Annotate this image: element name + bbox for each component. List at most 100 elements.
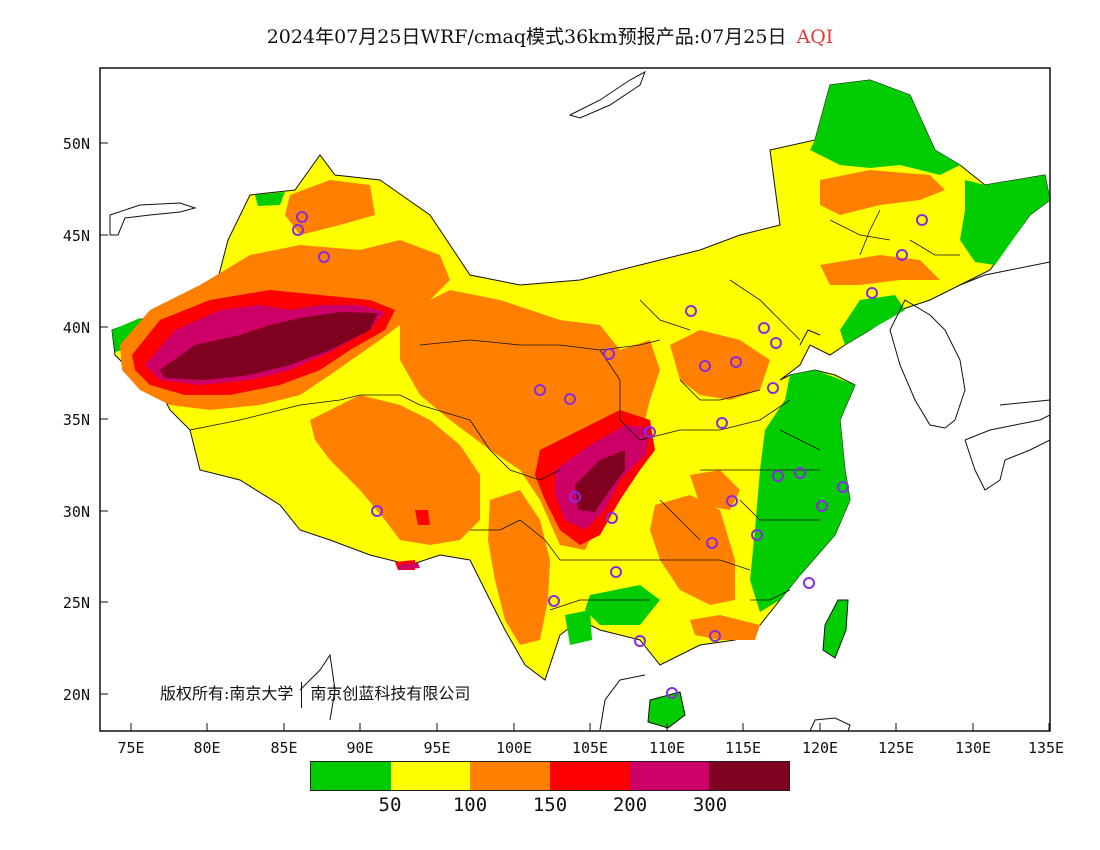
usg-inner-mongolia xyxy=(820,255,940,285)
lat-label: 45N xyxy=(63,227,90,245)
station-marker xyxy=(534,384,546,396)
station-marker xyxy=(371,505,383,517)
station-marker xyxy=(706,537,718,549)
good-altai xyxy=(255,192,285,206)
station-marker xyxy=(803,577,815,589)
usg-sichuan xyxy=(488,490,550,645)
legend-swatch-unhealthy xyxy=(550,762,630,790)
station-marker xyxy=(569,491,581,503)
color-legend xyxy=(310,761,790,791)
title-text: 2024年07月25日WRF/cmaq模式36km预报产品:07月25日 xyxy=(266,26,787,48)
legend-swatch-usg xyxy=(470,762,551,790)
station-marker xyxy=(610,566,622,578)
lon-label: 80E xyxy=(193,739,220,757)
station-marker xyxy=(816,500,828,512)
lat-label: 40N xyxy=(63,319,90,337)
usg-tibet xyxy=(310,395,480,545)
lat-labels: 50N 45N 40N 35N 30N 25N 20N xyxy=(63,135,90,704)
legend-label: 100 xyxy=(452,794,488,816)
station-marker xyxy=(896,249,908,261)
good-east-border xyxy=(960,175,1050,265)
lon-label: 100E xyxy=(496,739,532,757)
lon-label: 110E xyxy=(649,739,685,757)
copyright-org2: 南京创蓝科技有限公司 xyxy=(310,684,471,703)
legend-label: 150 xyxy=(532,794,568,816)
station-marker xyxy=(866,287,878,299)
lon-label: 115E xyxy=(725,739,761,757)
good-northeast xyxy=(810,80,960,175)
lon-label: 75E xyxy=(117,739,144,757)
station-marker xyxy=(726,495,738,507)
hazardous-basin xyxy=(575,450,625,512)
unhealthy-hotspot xyxy=(415,510,430,525)
station-marker xyxy=(296,211,308,223)
legend-swatch-moderate xyxy=(390,762,471,790)
lat-label: 20N xyxy=(63,686,90,704)
legend-label: 200 xyxy=(612,794,648,816)
station-marker xyxy=(548,595,560,607)
station-marker xyxy=(730,356,742,368)
good-yunnan xyxy=(565,610,592,645)
very-unhealthy-tibet xyxy=(398,563,420,570)
station-marker xyxy=(699,360,711,372)
lon-label: 90E xyxy=(346,739,373,757)
station-marker xyxy=(709,630,721,642)
province-boundaries xyxy=(189,209,960,611)
station-marker xyxy=(837,481,849,493)
map-frame xyxy=(99,67,1051,732)
lon-label: 130E xyxy=(955,739,991,757)
lat-label: 30N xyxy=(63,503,90,521)
good-south xyxy=(585,585,660,625)
hazardous-tarim xyxy=(160,312,378,380)
station-marker xyxy=(606,512,618,524)
legend-swatch-very-unhealthy xyxy=(629,762,710,790)
copyright-prefix: 版权所有: xyxy=(160,684,230,703)
variable-label: AQI xyxy=(796,26,834,48)
lat-label: 25N xyxy=(63,594,90,612)
station-marker xyxy=(685,305,697,317)
lon-ticks xyxy=(130,723,1050,731)
station-marker xyxy=(772,470,784,482)
station-marker xyxy=(292,224,304,236)
copyright-notice: 版权所有:南京大学 南京创蓝科技有限公司 xyxy=(160,680,470,708)
station-marker xyxy=(794,467,806,479)
lon-label: 135E xyxy=(1028,739,1064,757)
lon-label: 120E xyxy=(802,739,838,757)
usg-northeast xyxy=(820,170,945,215)
neighbour-coastlines xyxy=(109,70,1050,731)
copyright-org1: 南京大学 xyxy=(229,684,294,703)
lon-labels: 75E 80E 85E 90E 95E 100E 105E 110E 115E … xyxy=(117,739,1064,757)
legend-swatch-hazardous xyxy=(709,762,790,790)
station-markers xyxy=(292,211,928,699)
lat-label: 35N xyxy=(63,411,90,429)
usg-guangxi xyxy=(690,615,760,640)
station-marker xyxy=(603,348,615,360)
station-marker xyxy=(758,322,770,334)
taiwan xyxy=(822,599,849,659)
good-liaodong xyxy=(840,295,905,345)
lat-ticks xyxy=(100,142,108,695)
map-title: 2024年07月25日WRF/cmaq模式36km预报产品:07月25日 AQI xyxy=(0,22,1100,49)
lon-label: 105E xyxy=(572,739,608,757)
map-area xyxy=(100,68,1050,731)
station-marker xyxy=(716,417,728,429)
station-marker xyxy=(767,382,779,394)
station-marker xyxy=(644,426,656,438)
usg-hunan xyxy=(650,495,735,605)
lon-label: 95E xyxy=(423,739,450,757)
station-marker xyxy=(564,393,576,405)
good-east-coast xyxy=(750,370,855,612)
station-marker xyxy=(666,687,678,699)
copyright-separator xyxy=(301,681,303,708)
station-marker xyxy=(318,251,330,263)
lon-label: 85E xyxy=(270,739,297,757)
station-marker xyxy=(634,635,646,647)
lon-label: 125E xyxy=(878,739,914,757)
hainan xyxy=(647,691,686,729)
legend-swatch-good xyxy=(311,762,391,790)
usg-hebei xyxy=(670,330,770,400)
usg-dzungaria xyxy=(285,180,375,235)
legend-label: 300 xyxy=(692,794,728,816)
legend-label: 50 xyxy=(378,794,402,816)
